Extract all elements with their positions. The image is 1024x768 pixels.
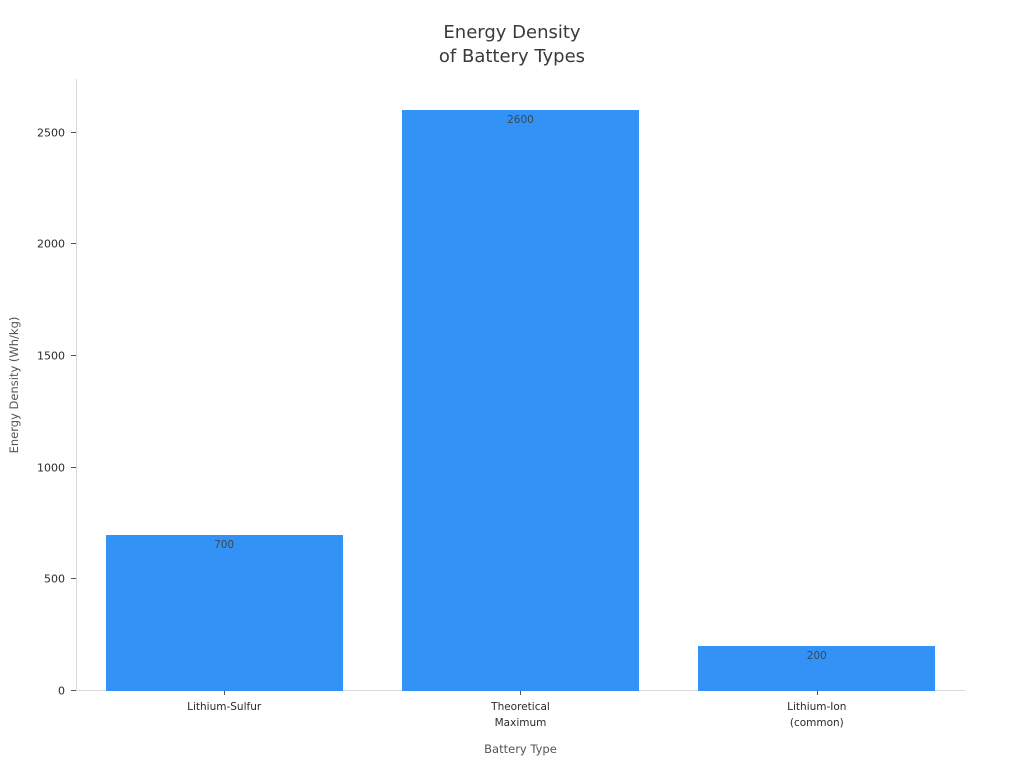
bar-group: 700 Lithium-Sulfur xyxy=(76,79,372,713)
bar: 700 xyxy=(105,534,343,691)
chart-title: Energy Density of Battery Types xyxy=(438,22,586,67)
bar: 2600 xyxy=(401,110,640,691)
y-tick-label: 0 xyxy=(58,684,65,698)
x-tick-label: Lithium-Sulfur xyxy=(187,701,262,713)
bar-value-label: 200 xyxy=(806,650,827,663)
plot-area: 0 500 1000 1500 2000 2500 700 Lithium-Sulfur 26… xyxy=(37,79,965,729)
y-tick-mark xyxy=(71,131,76,133)
x-tick-mark xyxy=(224,691,226,695)
y-tick-label: 1000 xyxy=(37,461,65,475)
y-tick-label: 2000 xyxy=(37,237,65,251)
bar-group: 2600 Theoretical Maximum xyxy=(372,79,668,729)
y-tick-mark xyxy=(71,690,76,691)
y-axis-line xyxy=(76,79,77,691)
bar-value-label: 2600 xyxy=(507,114,534,127)
bar-group: 200 Lithium-Ion (common) xyxy=(669,79,965,729)
x-tick-label: Theoretical Maximum xyxy=(491,701,550,729)
y-tick-label: 500 xyxy=(44,572,65,586)
x-tick-label: Lithium-Ion (common) xyxy=(787,701,847,729)
y-tick-mark xyxy=(71,354,76,356)
bar: 200 xyxy=(698,646,936,691)
y-tick-mark xyxy=(71,578,76,580)
y-tick-label: 1500 xyxy=(37,349,65,363)
x-tick-mark xyxy=(520,691,522,695)
bar-value-label: 700 xyxy=(214,538,235,551)
y-tick-mark xyxy=(71,243,76,245)
y-axis-title: Energy Density (Wh/kg) xyxy=(7,316,21,454)
y-tick-mark xyxy=(71,466,76,468)
x-tick-mark xyxy=(816,691,818,695)
x-axis-title: Battery Type xyxy=(484,742,557,756)
y-tick-label: 2500 xyxy=(37,126,65,140)
